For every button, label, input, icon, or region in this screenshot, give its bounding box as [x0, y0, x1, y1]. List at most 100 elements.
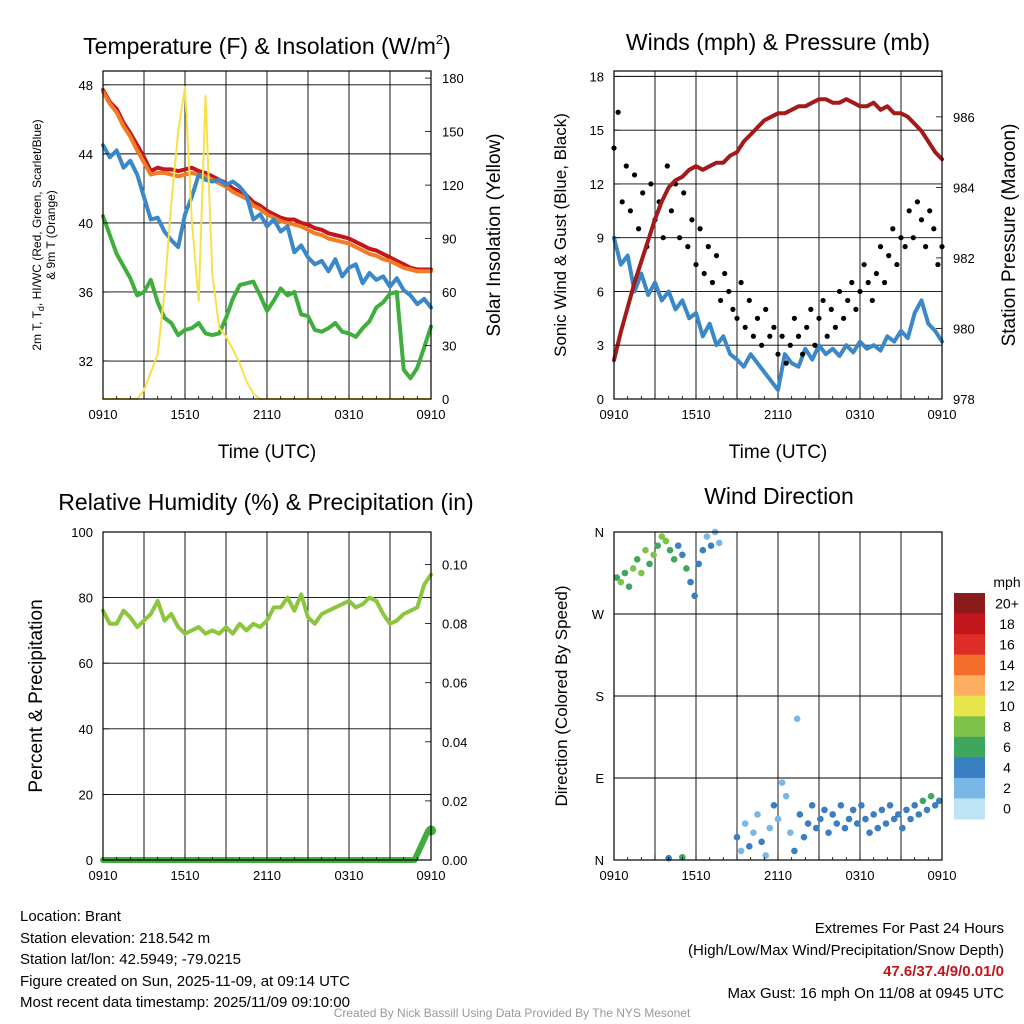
- gust-point: [795, 333, 802, 339]
- max-gust: Max Gust: 16 mph On 11/08 at 0945 UTC: [727, 984, 1004, 1002]
- direction-point: [931, 802, 939, 809]
- winds-xlabel: Time (UTC): [729, 442, 828, 463]
- direction-point: [882, 820, 890, 827]
- rh-ylabel-left: Percent & Precipitation: [26, 599, 47, 792]
- y-right-tick-label: 978: [953, 392, 975, 407]
- gust-point: [681, 190, 687, 196]
- y-tick-label: 12: [590, 177, 604, 192]
- colorbar-label: 14: [999, 657, 1015, 673]
- direction-point: [793, 715, 801, 723]
- temperature-panel: Temperature (F) & Insolation (W/m2) 0910…: [30, 32, 505, 463]
- direction-point: [812, 824, 820, 832]
- colorbar-swatch: [954, 777, 985, 799]
- y-tick-label: 60: [79, 656, 93, 671]
- gust-point: [914, 199, 921, 205]
- colorbar-swatch: [954, 634, 985, 656]
- direction-point: [654, 542, 662, 549]
- winds-ylabel-right: Station Pressure (Maroon): [999, 124, 1020, 347]
- y-right-tick-label: 0.08: [442, 617, 467, 632]
- colorbar-label: 2: [1003, 780, 1011, 796]
- x-tick-label: 0310: [846, 407, 875, 422]
- direction-point: [621, 569, 629, 577]
- direction-point: [691, 592, 698, 600]
- gust-point: [763, 306, 769, 312]
- temperature-title: Temperature (F) & Insolation (W/m2): [83, 32, 451, 59]
- gust-point: [857, 288, 863, 295]
- direction-point: [870, 811, 877, 818]
- gust-point: [619, 199, 625, 205]
- y-right-tick-label: 0.02: [442, 794, 467, 809]
- colorbar-label: 0: [1003, 801, 1011, 817]
- gust-point: [898, 235, 904, 241]
- gust-point: [869, 297, 875, 304]
- wind-direction-title: Wind Direction: [704, 483, 854, 509]
- direction-point: [683, 565, 690, 572]
- gust-point: [890, 226, 896, 232]
- gust-point: [820, 297, 826, 304]
- gust-point: [812, 342, 818, 348]
- direction-point: [666, 546, 674, 554]
- gust-point: [726, 288, 732, 295]
- gust-point: [824, 333, 830, 339]
- direction-point: [746, 843, 753, 850]
- y-tick-label: 3: [597, 338, 604, 353]
- station-latlon: Station lat/lon: 42.5949; -79.0215: [20, 951, 242, 968]
- direction-point: [866, 829, 873, 836]
- direction-point: [638, 569, 645, 577]
- direction-point: [766, 824, 774, 832]
- y-tick-label: W: [592, 607, 605, 622]
- direction-point: [703, 533, 711, 540]
- gust-point: [931, 226, 937, 232]
- direction-point: [935, 797, 943, 805]
- y-tick-label: N: [595, 525, 604, 540]
- y-tick-label: 0: [86, 853, 93, 868]
- gust-point: [627, 208, 634, 214]
- direction-point: [919, 797, 927, 805]
- gust-point: [873, 270, 880, 277]
- y-right-tick-label: 982: [953, 251, 975, 266]
- colorbar-label: 12: [999, 677, 1015, 693]
- gust-point: [668, 208, 675, 214]
- direction-point: [878, 806, 886, 814]
- direction-point: [754, 811, 761, 818]
- direction-point: [833, 820, 841, 827]
- direction-point: [633, 556, 641, 563]
- direction-point: [829, 811, 836, 818]
- direction-point: [927, 792, 935, 800]
- direction-point: [911, 802, 918, 809]
- extremes-values: 47.6/37.4/9/0.01/0: [883, 963, 1004, 980]
- gust-point: [759, 342, 765, 348]
- gust-point: [750, 333, 757, 339]
- gust-point: [865, 279, 871, 286]
- gust-point: [849, 279, 855, 286]
- gust-point: [816, 315, 822, 321]
- x-tick-label: 0310: [335, 868, 364, 883]
- svg-text:2m T, Td, HI/WC (Red, Green, S: 2m T, Td, HI/WC (Red, Green, Scarlet/Blu…: [30, 119, 46, 350]
- colorbar-swatch: [954, 736, 985, 758]
- x-tick-label: 1510: [171, 407, 200, 422]
- wind-direction-ylabel: Direction (Colored By Speed): [552, 585, 571, 806]
- colorbar-label: 10: [999, 698, 1015, 714]
- gust-point: [886, 253, 892, 259]
- direction-point: [915, 811, 923, 818]
- y-tick-label: 40: [79, 722, 93, 737]
- direction-point: [862, 815, 869, 823]
- y-right-tick-label: 150: [442, 125, 464, 140]
- y-tick-label: 80: [79, 591, 93, 606]
- y-tick-label: 40: [79, 216, 93, 231]
- direction-point: [858, 802, 865, 809]
- direction-point: [890, 815, 898, 823]
- colorbar-swatch: [954, 675, 985, 697]
- gust-point: [677, 235, 683, 241]
- direction-point: [707, 542, 715, 549]
- 9m-t-series: [101, 89, 433, 274]
- gust-point: [631, 172, 638, 178]
- x-tick-label: 1510: [682, 868, 711, 883]
- direction-point: [625, 583, 633, 590]
- y-tick-label: S: [595, 689, 604, 704]
- x-tick-label: 0910: [928, 868, 957, 883]
- y-right-tick-label: 0.04: [442, 735, 467, 750]
- gust-point: [783, 360, 789, 366]
- 2m-t-series: [101, 88, 433, 272]
- x-tick-label: 0910: [928, 407, 957, 422]
